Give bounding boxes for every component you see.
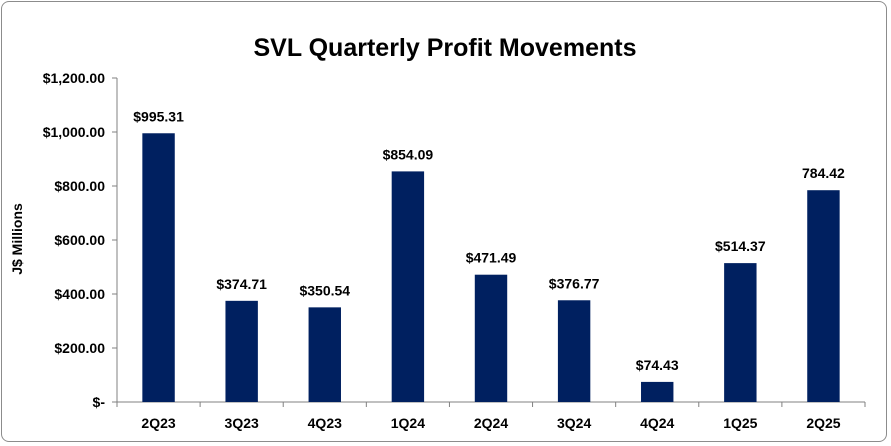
data-label: $74.43 [636,357,679,373]
bar [724,263,757,402]
data-label: $995.31 [133,108,184,124]
y-tick-label: $200.00 [54,340,105,356]
data-label: $854.09 [383,146,434,162]
data-label: $514.37 [715,238,766,254]
bar [641,381,674,402]
data-labels: $995.31 $374.71 $350.54 $854.09 $471.49 $376.… [133,108,845,373]
chart-title: SVL Quarterly Profit Movements [254,34,637,62]
x-tick-label: 3Q23 [225,415,259,431]
y-tick-label: $1,200.00 [43,70,105,86]
bar [225,300,258,402]
y-axis: $- $200.00 $400.00 $600.00 $800.00 $1,000.00 $… [43,70,118,410]
bar [308,307,341,402]
x-tick-label: 2Q23 [141,415,175,431]
data-label: $374.71 [216,276,267,292]
y-tick-label: $600.00 [54,232,105,248]
x-tick-label: 1Q24 [391,415,425,431]
data-label: $350.54 [299,282,350,298]
y-tick-label: $- [93,394,106,410]
x-tick-label: 2Q24 [474,415,508,431]
y-tick-label: $1,000.00 [43,124,105,140]
data-label: $376.77 [549,275,600,291]
data-label: 784.42 [802,165,845,181]
bars [142,133,840,402]
x-tick-label: 4Q23 [308,415,342,431]
bar [142,133,175,402]
bar [807,190,840,402]
x-tick-label: 2Q25 [806,415,840,431]
bar [391,171,425,402]
data-label: $471.49 [466,250,517,266]
bar [474,274,508,402]
x-tick-label: 4Q24 [640,415,674,431]
x-tick-label: 3Q24 [557,415,591,431]
y-tick-label: $400.00 [54,286,105,302]
y-tick-label: $800.00 [54,178,105,194]
x-axis: 2Q23 3Q23 4Q23 1Q24 2Q24 3Q24 4Q24 1Q25 2Q25 [116,401,866,431]
y-axis-label: J$ Millions [9,203,25,275]
bar [557,300,591,402]
x-tick-label: 1Q25 [723,415,757,431]
